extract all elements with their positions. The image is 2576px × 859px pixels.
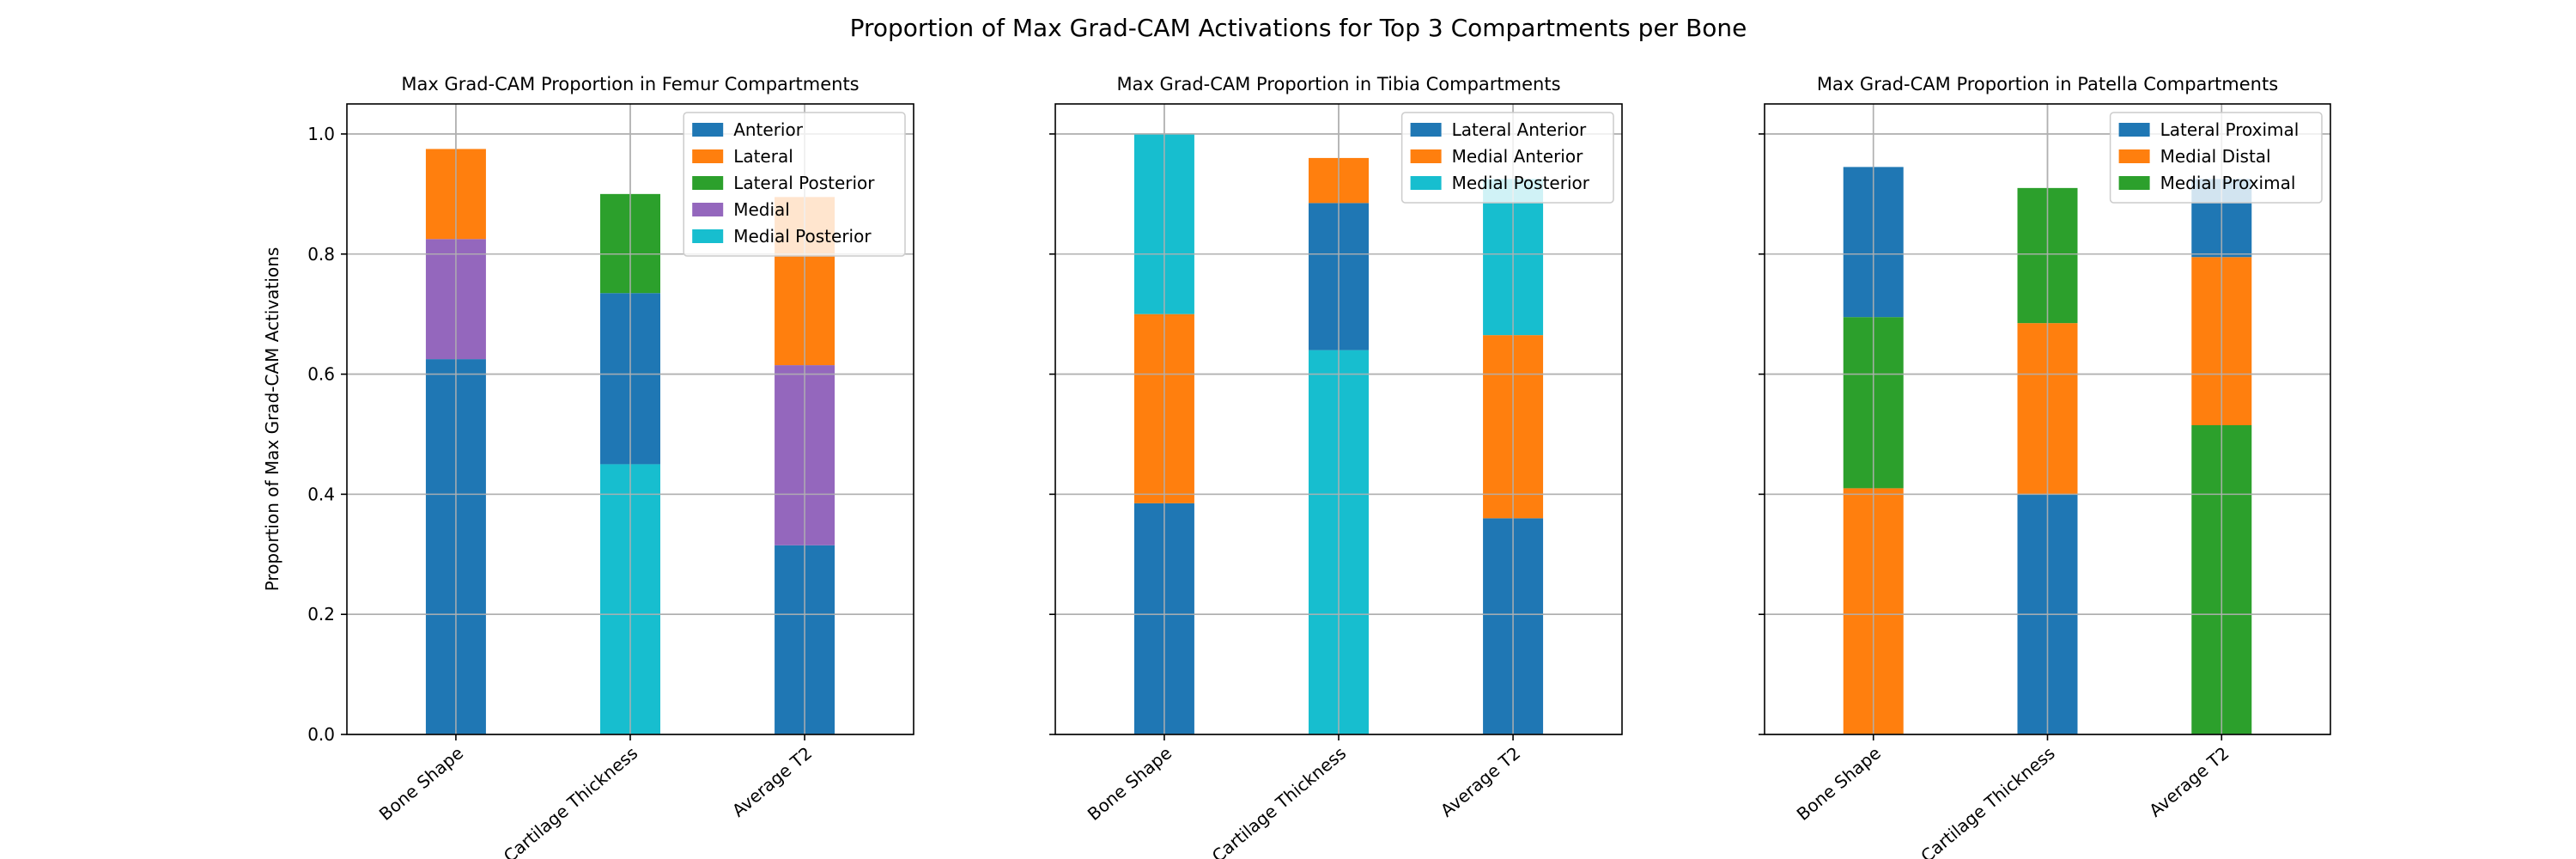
legend-swatch-medial-anterior	[1410, 149, 1442, 163]
legend-swatch-lateral	[692, 149, 724, 163]
y-tick-label: 0.2	[307, 604, 335, 624]
legend-swatch-lateral-proximal	[2118, 123, 2150, 137]
y-axis-label: Proportion of Max Grad-CAM Activations	[262, 247, 283, 592]
legend-swatch-medial-proximal	[2118, 176, 2150, 190]
x-tick-label-average-t2: Average T2	[728, 742, 816, 820]
chart-panels: Bone Shape — Anterior: 0.625Bone Shape —…	[262, 74, 2331, 859]
x-tick-label-cartilage-thickness: Cartilage Thickness	[1208, 742, 1350, 859]
legend-box	[683, 112, 906, 257]
legend-swatch-anterior	[692, 123, 724, 137]
legend: Anterior Lateral Lateral Posterior Medial Me…	[683, 112, 906, 257]
chart-panel-3: Bone Shape — Medial Distal: 0.41Bone Sha…	[1759, 74, 2331, 859]
legend-label-lateral-proximal: Lateral Proximal	[2160, 119, 2300, 140]
legend-label-medial-anterior: Medial Anterior	[1452, 146, 1584, 167]
x-tick-label-bone-shape: Bone Shape	[375, 742, 467, 824]
legend-label-lateral: Lateral	[733, 146, 793, 167]
y-tick-label: 1.0	[307, 124, 335, 144]
chart-panel-1: Bone Shape — Anterior: 0.625Bone Shape —…	[262, 74, 914, 859]
figure-title: Proportion of Max Grad-CAM Activations f…	[850, 14, 1747, 42]
legend-swatch-medial-posterior	[692, 229, 724, 243]
y-tick-label: 0.4	[307, 484, 335, 504]
legend: Lateral Anterior Medial Anterior Medial Po…	[1400, 112, 1614, 204]
legend-label-medial-proximal: Medial Proximal	[2160, 173, 2296, 193]
y-tick-label: 0.6	[307, 364, 335, 385]
panel-title: Max Grad-CAM Proportion in Femur Compart…	[401, 74, 859, 94]
x-tick-label-cartilage-thickness: Cartilage Thickness	[500, 742, 641, 859]
x-tick-label-bone-shape: Bone Shape	[1084, 742, 1176, 824]
legend-label-medial: Medial	[733, 199, 790, 220]
legend-box	[2109, 112, 2323, 204]
legend-label-lateral-anterior: Lateral Anterior	[1452, 119, 1587, 140]
legend-label-medial-distal: Medial Distal	[2160, 146, 2271, 167]
legend-swatch-medial	[692, 203, 724, 216]
x-tick-label-average-t2: Average T2	[1437, 742, 1524, 820]
x-tick-label-bone-shape: Bone Shape	[1793, 742, 1885, 824]
legend-swatch-lateral-posterior	[692, 176, 724, 190]
panel-title: Max Grad-CAM Proportion in Tibia Compart…	[1116, 74, 1560, 94]
x-tick-label-average-t2: Average T2	[2145, 742, 2233, 820]
legend-box	[1400, 112, 1614, 204]
legend-swatch-medial-posterior	[1410, 176, 1442, 190]
legend-swatch-lateral-anterior	[1410, 123, 1442, 137]
legend-label-lateral-posterior: Lateral Posterior	[733, 173, 875, 193]
x-tick-label-cartilage-thickness: Cartilage Thickness	[1917, 742, 2058, 859]
y-tick-label: 0.0	[307, 724, 335, 745]
legend-swatch-medial-distal	[2118, 149, 2150, 163]
legend-label-medial-posterior: Medial Posterior	[733, 226, 872, 247]
panel-title: Max Grad-CAM Proportion in Patella Compa…	[1817, 74, 2278, 94]
y-tick-label: 0.8	[307, 244, 335, 265]
legend-label-medial-posterior: Medial Posterior	[1452, 173, 1590, 193]
chart-panel-2: Bone Shape — Lateral Anterior: 0.385Bone…	[1049, 74, 1623, 859]
legend-label-anterior: Anterior	[733, 119, 804, 140]
legend: Lateral Proximal Medial Distal Medial Prox…	[2109, 112, 2323, 204]
